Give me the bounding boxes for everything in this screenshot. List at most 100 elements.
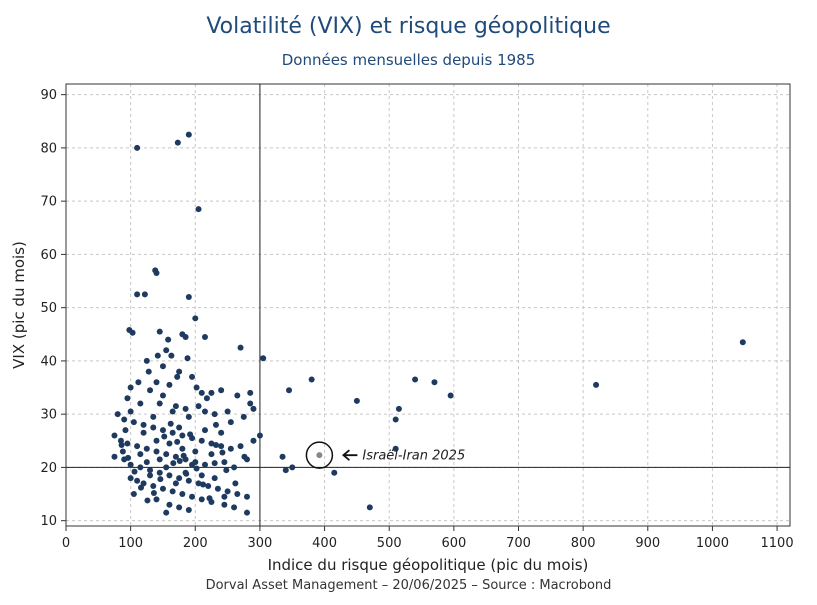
data-point [366, 504, 373, 511]
data-point [144, 497, 151, 504]
data-point [176, 475, 183, 482]
data-point [166, 381, 173, 388]
highlight-point [316, 452, 323, 459]
data-point [163, 451, 170, 458]
data-point [205, 483, 212, 490]
data-point [163, 464, 170, 471]
data-point [140, 421, 147, 428]
data-point [135, 379, 142, 386]
data-point [185, 131, 192, 138]
data-point [134, 477, 141, 484]
data-point [137, 451, 144, 458]
data-point [240, 413, 247, 420]
data-point [211, 475, 218, 482]
data-point [593, 381, 600, 388]
data-point [166, 472, 173, 479]
data-point [201, 427, 208, 434]
data-point [198, 437, 205, 444]
data-point [308, 376, 315, 383]
data-point [237, 344, 244, 351]
data-point [179, 432, 186, 439]
data-point [227, 419, 234, 426]
x-tick-label: 1000 [696, 536, 729, 551]
data-point [153, 496, 160, 503]
data-point [157, 476, 164, 483]
x-tick-label: 700 [506, 536, 531, 551]
data-point [195, 480, 202, 487]
data-point [147, 387, 154, 394]
data-point [208, 389, 215, 396]
chart-title: Volatilité (VIX) et risque géopolitique [206, 14, 611, 39]
data-point [208, 451, 215, 458]
data-point [168, 352, 175, 359]
data-point [154, 352, 161, 359]
data-point [256, 432, 263, 439]
data-point [161, 433, 168, 440]
data-point [141, 291, 148, 298]
data-point [163, 509, 170, 516]
data-point [150, 413, 157, 420]
y-axis-ticks: 10 20 30 40 50 60 70 80 90 [40, 88, 66, 529]
data-point [179, 331, 186, 338]
data-point [163, 347, 170, 354]
data-point [165, 336, 172, 343]
data-point [159, 392, 166, 399]
data-point [185, 413, 192, 420]
y-tick-label: 90 [40, 88, 57, 103]
data-point [231, 504, 238, 511]
data-point [395, 405, 402, 412]
data-point [195, 403, 202, 410]
data-point [153, 270, 160, 277]
data-point [156, 400, 163, 407]
data-point [179, 445, 186, 452]
x-tick-label: 500 [377, 536, 402, 551]
data-point [244, 493, 250, 500]
data-point [169, 429, 176, 436]
data-point [223, 467, 230, 474]
x-tick-label: 100 [118, 536, 143, 551]
data-point [221, 459, 228, 466]
data-point [198, 472, 205, 479]
data-point [185, 507, 192, 514]
data-point [212, 421, 219, 428]
data-point [150, 424, 157, 431]
data-point [392, 445, 399, 452]
data-point [174, 438, 181, 445]
data-point [200, 481, 207, 488]
data-point [211, 460, 218, 467]
x-tick-label: 1100 [761, 536, 794, 551]
x-tick-label: 300 [248, 536, 273, 551]
chart-subtitle: Données mensuelles depuis 1985 [281, 51, 536, 69]
footer-source: Dorval Asset Management – 20/06/2025 – S… [205, 578, 612, 593]
data-point [214, 485, 221, 492]
data-point [159, 485, 166, 492]
data-point [208, 440, 215, 447]
data-point [282, 467, 289, 474]
data-point [206, 495, 213, 502]
data-point [218, 443, 225, 450]
data-points [111, 131, 746, 516]
data-point [232, 480, 239, 487]
data-point [193, 384, 200, 391]
data-point [431, 379, 438, 386]
data-point [331, 469, 338, 476]
data-point [127, 475, 134, 482]
data-point [260, 355, 267, 362]
data-point [150, 483, 157, 490]
data-point [111, 453, 118, 460]
data-point [122, 427, 129, 434]
data-point [219, 449, 226, 456]
data-point [176, 424, 183, 431]
data-point [218, 387, 225, 394]
data-point [137, 400, 144, 407]
data-point [185, 477, 192, 484]
data-point [198, 496, 205, 503]
data-point [145, 368, 152, 375]
data-point [183, 470, 190, 477]
data-point [143, 445, 150, 452]
data-point [172, 403, 179, 410]
x-tick-label: 900 [635, 536, 660, 551]
data-point [187, 431, 194, 438]
y-tick-label: 40 [40, 354, 57, 369]
